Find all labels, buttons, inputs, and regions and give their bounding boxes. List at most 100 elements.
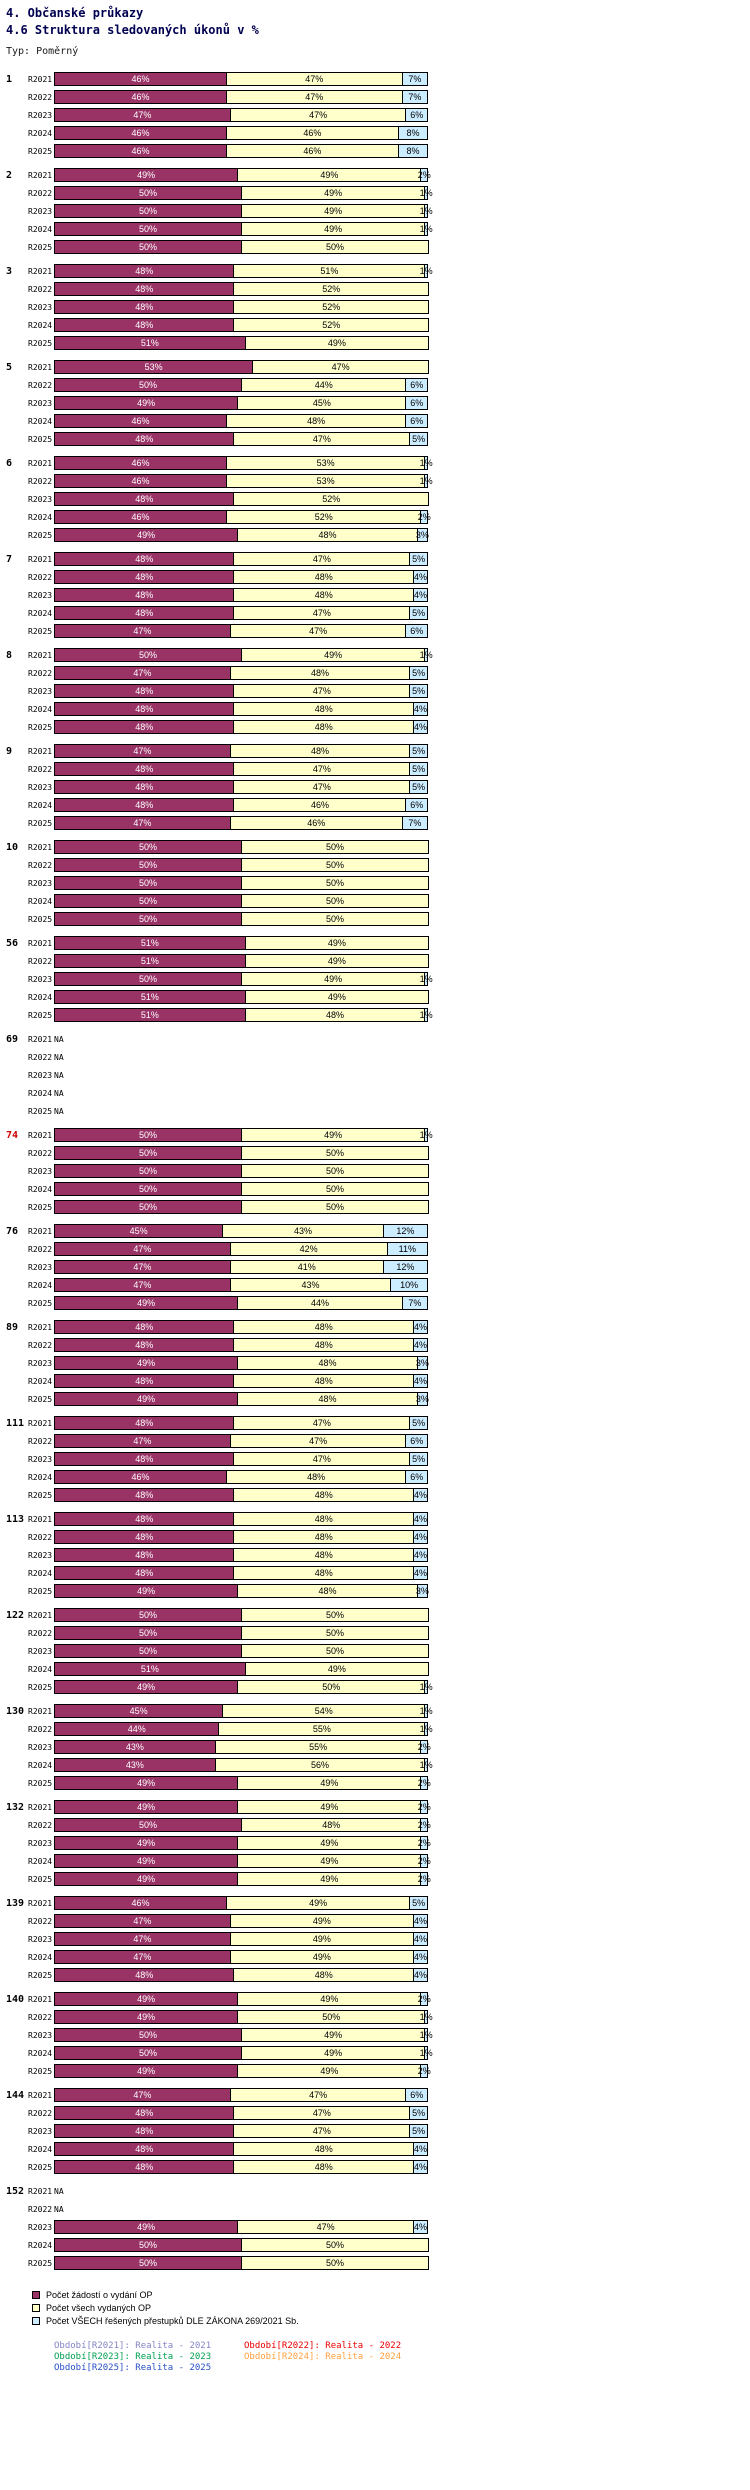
bar-row: R2025 49% 44% 7% xyxy=(6,1294,750,1312)
bar-row: R2022 NA xyxy=(6,2200,750,2218)
bar-segment-series2: 45% xyxy=(237,396,407,410)
bar-segment-series1: 51% xyxy=(54,1662,246,1676)
bar-segment-series2: 49% xyxy=(237,168,422,182)
bar-segment-series2: 48% xyxy=(229,666,411,680)
group-id-label: 132 xyxy=(6,1801,25,1813)
segment-value-label: 48% xyxy=(325,1010,344,1020)
period-row-label: R2023 xyxy=(28,2030,53,2040)
stacked-bar: 48% 48% 4% xyxy=(54,2160,430,2174)
bar-group-10: 10 R2021 50% 50% R2022 50% 50% R2023 50% 50% R2024… xyxy=(6,838,750,928)
segment-value-label: 47% xyxy=(312,1454,331,1464)
segment-value-label: 5% xyxy=(412,1418,426,1428)
stacked-bar: 50% 44% 6% xyxy=(54,378,430,392)
bar-segment-series2: 48% xyxy=(233,1530,414,1544)
period-row-label: R2023 xyxy=(28,1358,53,1368)
bar-segment-series2: 50% xyxy=(241,2238,429,2252)
bar-segment-series1: 49% xyxy=(54,2064,239,2078)
na-value: NA xyxy=(54,2204,64,2214)
segment-value-label: 46% xyxy=(131,128,150,138)
segment-value-label: 44% xyxy=(310,1298,329,1308)
segment-value-label: 55% xyxy=(312,1724,331,1734)
bar-segment-series1: 49% xyxy=(54,1854,239,1868)
bar-segment-series1: 47% xyxy=(54,1914,231,1928)
stacked-bar: 50% 49% 1% xyxy=(54,2046,433,2060)
bar-row: R2024 48% 47% 5% xyxy=(6,604,750,622)
bar-segment-series2: 52% xyxy=(233,318,429,332)
period-row-label: R2023 xyxy=(28,686,53,696)
period-row-label: R2023 xyxy=(28,1742,53,1752)
bar-row: R2024 46% 48% 6% xyxy=(6,412,750,430)
stacked-bar: 46% 53% 1% xyxy=(54,456,433,470)
bar-segment-series2: 49% xyxy=(229,1914,414,1928)
legend-swatch-issued xyxy=(32,2303,40,2312)
bar-row: R2025 51% 49% xyxy=(6,334,750,352)
period-row-label: R2024 xyxy=(28,1856,53,1866)
segment-value-label: 54% xyxy=(314,1706,333,1716)
bar-segment-series3: 7% xyxy=(401,1296,428,1310)
bar-segment-series1: 51% xyxy=(54,1008,246,1022)
segment-value-label: 48% xyxy=(314,2162,333,2172)
bar-row: R2023 48% 47% 5% xyxy=(6,1450,750,1468)
segment-value-label: 6% xyxy=(410,398,424,408)
segment-value-label: 49% xyxy=(137,1358,156,1368)
stacked-bar: 47% 49% 4% xyxy=(54,1950,430,1964)
period-row-label: R2025 xyxy=(28,1490,53,1500)
bar-row: R2024 50% 49% 1% xyxy=(6,220,750,238)
bar-group-76: 76 R2021 45% 43% 12% R2022 47% 42% 11% R2023 47% 41… xyxy=(6,1222,750,1312)
legend-label-offences: Počet VŠECH řešených přestupků DLE ZÁKON… xyxy=(46,2315,299,2326)
stacked-bar: 48% 48% 4% xyxy=(54,720,430,734)
bar-segment-series3: 4% xyxy=(412,1914,428,1928)
bar-row: R2023 50% 50% xyxy=(6,1642,750,1660)
segment-value-label: 49% xyxy=(312,1934,331,1944)
bar-segment-series1: 48% xyxy=(54,720,235,734)
segment-value-label: 47% xyxy=(133,1916,152,1926)
bar-group-9: 9 R2021 47% 48% 5% R2022 48% 47% 5% R2023 48% 47% 5%… xyxy=(6,742,750,832)
bar-segment-series1: 48% xyxy=(54,432,235,446)
bar-segment-series2: 41% xyxy=(229,1260,384,1274)
group-id-label: 1 xyxy=(6,73,13,85)
segment-value-label: 49% xyxy=(327,938,346,948)
segment-value-label: 48% xyxy=(135,572,154,582)
segment-value-label: 49% xyxy=(137,2222,156,2232)
bar-segment-series1: 49% xyxy=(54,1392,239,1406)
segment-value-label: 48% xyxy=(314,1568,333,1578)
segment-value-label: 50% xyxy=(138,896,157,906)
period-row-label: R2025 xyxy=(28,1298,53,1308)
bar-segment-series1: 50% xyxy=(54,1128,242,1142)
stacked-bar: 48% 47% 5% xyxy=(54,1416,430,1430)
segment-value-label: 48% xyxy=(314,1532,333,1542)
group-id-label: 8 xyxy=(6,649,13,661)
bar-segment-series3: 1% xyxy=(420,204,433,218)
bar-segment-series1: 49% xyxy=(54,1296,239,1310)
bar-segment-series1: 48% xyxy=(54,1452,235,1466)
stacked-bar: 50% 50% xyxy=(54,1146,430,1160)
period-row-label: R2021 xyxy=(28,74,53,84)
stacked-bar: 47% 47% 6% xyxy=(54,1434,430,1448)
segment-value-label: 4% xyxy=(413,1550,427,1560)
bar-segment-series1: 50% xyxy=(54,876,242,890)
bar-segment-series3: 2% xyxy=(418,1776,431,1790)
segment-value-label: 45% xyxy=(312,398,331,408)
bar-segment-series2: 48% xyxy=(241,1818,422,1832)
segment-value-label: 48% xyxy=(318,530,337,540)
bar-group-3: 3 R2021 48% 51% 1% R2022 48% 52% R2023 48% 52% R202… xyxy=(6,262,750,352)
period-row-label: R2023 xyxy=(28,1838,53,1848)
segment-value-label: 6% xyxy=(410,110,424,120)
segment-value-label: 50% xyxy=(138,650,157,660)
group-id-label: 10 xyxy=(6,841,19,853)
bar-segment-series3: 5% xyxy=(409,780,428,794)
segment-value-label: 50% xyxy=(325,242,344,252)
segment-value-label: 49% xyxy=(137,1838,156,1848)
group-id-label: 9 xyxy=(6,745,13,757)
segment-value-label: 5% xyxy=(412,686,426,696)
bar-row: R2025 48% 47% 5% xyxy=(6,430,750,448)
bar-segment-series3: 4% xyxy=(412,2142,428,2156)
segment-value-label: 48% xyxy=(135,764,154,774)
period-row-label: R2021 xyxy=(28,1514,53,1524)
period-row-label: R2022 xyxy=(28,764,53,774)
group-id-label: 152 xyxy=(6,2185,25,2197)
segment-value-label: 47% xyxy=(133,1436,152,1446)
segment-value-label: 48% xyxy=(135,1532,154,1542)
group-id-label: 89 xyxy=(6,1321,19,1333)
bar-group-8: 8 R2021 50% 49% 1% R2022 47% 48% 5% R2023 48% 47% 5%… xyxy=(6,646,750,736)
